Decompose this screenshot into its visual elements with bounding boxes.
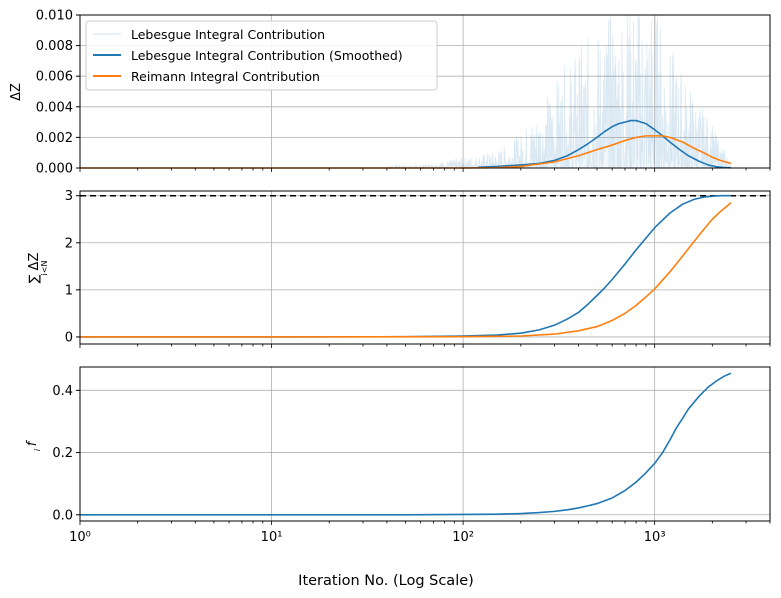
bottom-ylabel-subscript: i [33, 448, 42, 451]
top-axes-frame [79, 14, 771, 169]
top-ytick-label: 0.004 [36, 100, 73, 115]
top-ytick-label: 0.006 [36, 70, 73, 85]
top-ytick-label: 0.008 [36, 39, 73, 54]
legend-entry-reimann: Reimann Integral Contribution [131, 69, 320, 84]
bottom-ylabel: f [25, 439, 40, 446]
bottom-ytick-label: 0.4 [52, 384, 73, 399]
bottom-ytick-label: 0.2 [52, 446, 73, 461]
top-ytick-label: 0.000 [36, 162, 73, 177]
xtick-label: 10² [452, 530, 474, 545]
legend: Lebesgue Integral Contribution Lebesgue … [85, 20, 438, 91]
bottom-ytick-label: 0.0 [52, 508, 73, 523]
xtick-label: 10¹ [261, 530, 283, 545]
middle-ylabel-main: ∑ ΔZ [27, 253, 42, 284]
middle-ylabel: ∑ ΔZ [27, 253, 42, 284]
legend-box [85, 20, 438, 91]
top-ytick-label: 0.010 [36, 9, 73, 24]
top-series-blue [478, 119, 731, 169]
middle-panel: 0 1 2 3 ∑ ΔZ i<N [27, 189, 771, 348]
middle-ytick-label: 2 [65, 236, 73, 251]
bottom-panel: 0.0 0.2 0.4 10⁰ 10¹ 10² 10³ f i [25, 366, 771, 545]
top-ylabel: ΔZ [9, 83, 24, 101]
bottom-axes-frame [79, 366, 771, 522]
middle-ytick-label: 3 [65, 189, 73, 204]
top-series-orange [80, 135, 732, 169]
series-lebesgue-raw-fill [386, 15, 731, 168]
xtick-label: 10⁰ [69, 530, 91, 545]
xtick-label: 10³ [644, 530, 666, 545]
middle-series-blue [80, 194, 731, 338]
middle-ytick-label: 1 [65, 283, 73, 298]
x-axis-label: Iteration No. (Log Scale) [298, 573, 474, 589]
legend-entry-raw: Lebesgue Integral Contribution [131, 27, 325, 42]
bottom-series-blue [80, 372, 732, 516]
top-ytick-label: 0.002 [36, 131, 73, 146]
middle-ylabel-subscript: i<N [40, 261, 49, 276]
middle-axes-frame [79, 190, 771, 345]
middle-ytick-label: 0 [65, 330, 73, 345]
middle-series-orange [80, 202, 732, 338]
legend-entry-smoothed: Lebesgue Integral Contribution (Smoothed… [131, 48, 403, 63]
